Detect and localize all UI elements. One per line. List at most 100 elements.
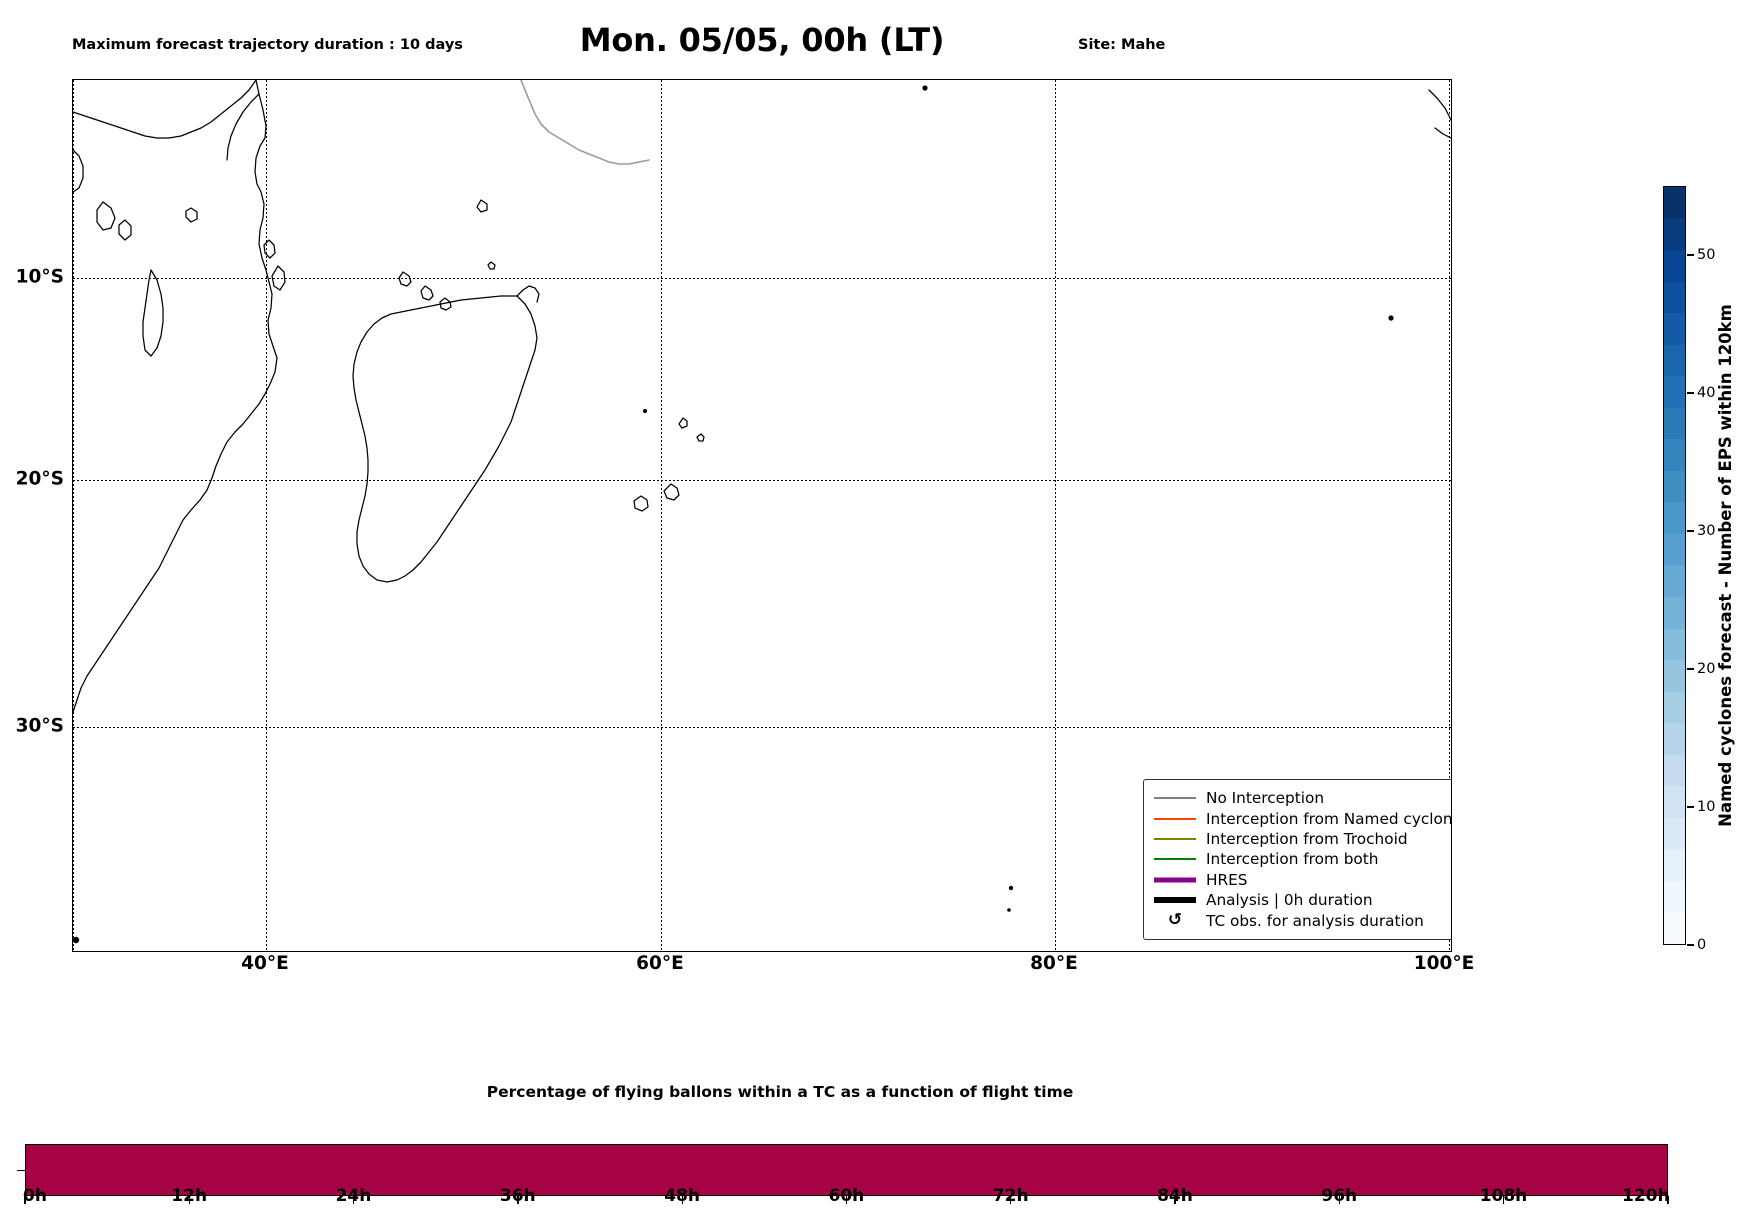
gridline-lat-30s — [73, 727, 1451, 728]
flight-time-tick-12 — [188, 1196, 190, 1204]
colorbar-band-17 — [1664, 376, 1685, 408]
colorbar-tick-label-50: 50 — [1697, 247, 1716, 263]
gridline-lon-100e — [1449, 80, 1450, 951]
colorbar-band-0 — [1664, 912, 1685, 944]
gridline-lon-40e — [266, 80, 267, 951]
y-axis-tick-30s: 30°S — [15, 715, 64, 737]
flight-time-tick-48 — [681, 1196, 683, 1204]
flight-time-tick-label-96: 96h — [1321, 1186, 1358, 1206]
colorbar-tick-40 — [1687, 392, 1694, 394]
legend-item-tc-observation[interactable]: ↺ TC obs. for analysis duration — [1152, 910, 1451, 930]
flight-time-tick-0 — [24, 1196, 26, 1204]
flight-time-tick-label-120: 120h — [1622, 1186, 1670, 1206]
coastline-layer — [73, 80, 1451, 944]
cyclone-swirl-icon: ↺ — [1152, 912, 1198, 929]
colorbar-band-4 — [1664, 786, 1685, 818]
colorbar: 0 10 20 30 40 50 — [1663, 186, 1715, 953]
colorbar-band-22 — [1664, 218, 1685, 250]
x-axis-tick-100e: 100°E — [1413, 953, 1475, 974]
legend-item-named-cyclone[interactable]: Interception from Named cyclone — [1152, 808, 1452, 828]
y-axis-tick-20s: 20°S — [15, 468, 64, 490]
colorbar-band-11 — [1664, 565, 1685, 597]
legend-line-icon — [1152, 854, 1198, 864]
flight-time-tick-96 — [1338, 1196, 1341, 1204]
colorbar-band-6 — [1664, 723, 1685, 755]
x-axis-tick-60e: 60°E — [636, 953, 684, 974]
param-max-duration: Maximum forecast trajectory duration : 1… — [72, 37, 463, 54]
colorbar-tick-label-10: 10 — [1697, 799, 1716, 815]
colorbar-band-16 — [1664, 407, 1685, 440]
flight-time-y-tick — [17, 1170, 25, 1172]
info-site: Site: Mahe — [1078, 37, 1166, 54]
map-panel[interactable]: No Interception Interception from Named … — [72, 79, 1452, 952]
colorbar-band-7 — [1664, 691, 1685, 724]
colorbar-tick-0 — [1687, 944, 1694, 946]
legend-item-both[interactable]: Interception from both — [1152, 849, 1451, 869]
flight-time-tick-label-84: 84h — [1157, 1186, 1193, 1206]
flight-time-tick-label-48: 48h — [664, 1186, 700, 1206]
colorbar-band-21 — [1664, 249, 1685, 282]
flight-time-tick-72 — [1010, 1196, 1012, 1204]
colorbar-band-19 — [1664, 313, 1685, 345]
flight-time-tick-label-72: 72h — [992, 1186, 1029, 1206]
gridline-lon-80e — [1055, 80, 1056, 951]
legend-label: Interception from Trochoid — [1206, 829, 1408, 848]
colorbar-band-15 — [1664, 439, 1685, 471]
flight-time-tick-label-108: 108h — [1479, 1186, 1528, 1206]
flight-time-tick-label-0: 0h — [23, 1186, 47, 1206]
flight-time-tick-36 — [517, 1196, 519, 1204]
cyclone-glyph: ↺ — [1167, 910, 1183, 931]
flight-time-tick-label-12: 12h — [171, 1186, 208, 1206]
colorbar-band-2 — [1664, 849, 1685, 881]
gridline-lat-10s — [73, 278, 1451, 279]
colorbar-band-14 — [1664, 470, 1685, 503]
legend-line-icon — [1152, 814, 1198, 824]
legend-label: Interception from Named cyclone — [1206, 809, 1452, 828]
legend-item-no-interception[interactable]: No Interception — [1152, 788, 1451, 808]
legend-line-icon — [1152, 834, 1198, 844]
colorbar-band-9 — [1664, 628, 1685, 661]
colorbar-band-5 — [1664, 754, 1685, 787]
colorbar-tick-20 — [1687, 668, 1694, 670]
colorbar-tick-label-20: 20 — [1697, 661, 1716, 677]
colorbar-band-3 — [1664, 817, 1685, 850]
legend-item-hres[interactable]: HRES — [1152, 870, 1451, 890]
colorbar-band-8 — [1664, 660, 1685, 692]
flight-time-tick-label-24: 24h — [335, 1186, 372, 1206]
legend-line-icon — [1152, 793, 1198, 803]
legend-label: Interception from both — [1206, 850, 1379, 869]
legend-item-analysis[interactable]: Analysis | 0h duration — [1152, 890, 1451, 910]
colorbar-tick-10 — [1687, 806, 1694, 808]
colorbar-band-20 — [1664, 281, 1685, 314]
colorbar-band-13 — [1664, 502, 1685, 534]
colorbar-band-1 — [1664, 880, 1685, 913]
flight-time-tick-label-36: 36h — [499, 1186, 536, 1206]
flight-time-bar-axes[interactable] — [25, 1144, 1668, 1196]
gridline-lon-60e — [661, 80, 662, 951]
colorbar-band-18 — [1664, 344, 1685, 377]
colorbar-tick-label-0: 0 — [1697, 937, 1707, 953]
legend-label: HRES — [1206, 870, 1248, 889]
colorbar-tick-30 — [1687, 530, 1694, 532]
flight-time-bar-fill — [26, 1145, 1667, 1195]
legend-line-icon — [1152, 895, 1198, 905]
colorbar-title: Named cyclones forecast - Number of EPS … — [1716, 304, 1735, 827]
x-axis-tick-40e: 40°E — [241, 953, 289, 974]
map-legend: No Interception Interception from Named … — [1143, 779, 1452, 940]
no-interception-track — [520, 80, 650, 165]
colorbar-tick-label-30: 30 — [1697, 523, 1716, 539]
y-axis-tick-10s: 10°S — [15, 266, 64, 288]
page-title: Mon. 05/05, 00h (LT) — [579, 21, 945, 59]
colorbar-gradient — [1663, 186, 1686, 945]
colorbar-band-23 — [1664, 186, 1685, 219]
legend-line-icon — [1152, 875, 1198, 885]
flight-time-tick-120 — [1667, 1196, 1669, 1204]
x-axis-tick-80e: 80°E — [1030, 953, 1078, 974]
colorbar-tick-50 — [1687, 254, 1694, 256]
bottom-bar-title: Percentage of flying ballons within a TC… — [486, 1083, 1074, 1101]
legend-label: Analysis | 0h duration — [1206, 891, 1373, 910]
flight-time-tick-60 — [845, 1196, 848, 1204]
legend-item-trochoid[interactable]: Interception from Trochoid — [1152, 829, 1451, 849]
colorbar-tick-label-40: 40 — [1697, 385, 1716, 401]
